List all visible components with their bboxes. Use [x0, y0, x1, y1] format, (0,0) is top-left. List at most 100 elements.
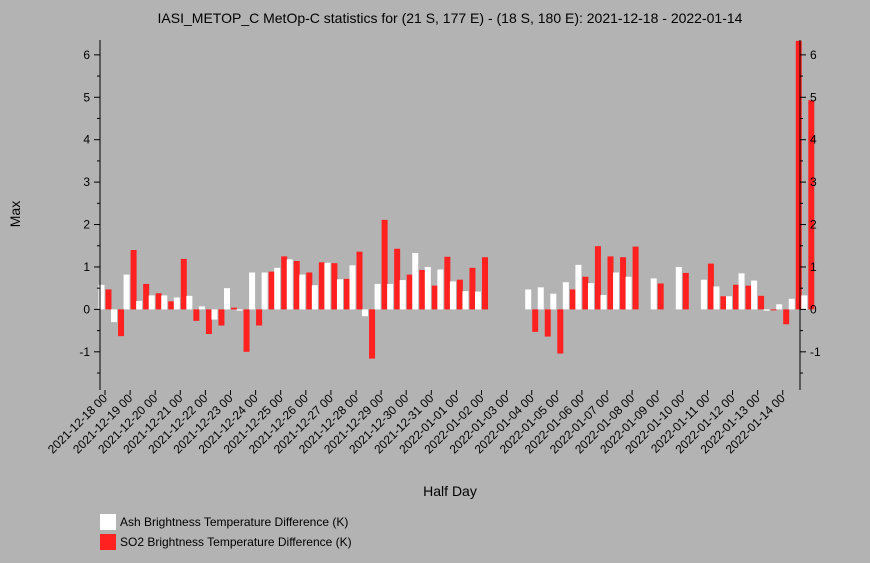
- so2-bar: [532, 309, 539, 332]
- legend-item-ash: Ash Brightness Temperature Difference (K…: [100, 512, 352, 532]
- ash-bar: [763, 309, 770, 311]
- bars-group: [98, 40, 815, 359]
- ash-bar: [700, 279, 707, 310]
- so2-bar: [180, 258, 187, 310]
- ash-bar: [274, 267, 281, 310]
- ash-bar: [738, 273, 745, 310]
- legend-label-so2: SO2 Brightness Temperature Difference (K…: [120, 535, 352, 549]
- ash-bar: [399, 280, 406, 310]
- y-tick-label-right: -1: [810, 345, 821, 359]
- ash-bar: [299, 274, 306, 310]
- y-tick-label: -1: [79, 345, 90, 359]
- so2-bar: [218, 309, 225, 326]
- so2-bar: [607, 256, 614, 310]
- so2-bar: [394, 248, 401, 310]
- y-tick-label-right: 5: [810, 90, 817, 104]
- legend-swatch-ash: [100, 514, 116, 530]
- y-tick-label-right: 3: [810, 175, 817, 189]
- ash-bar: [198, 306, 205, 310]
- ash-bar: [562, 282, 569, 310]
- ash-bar: [261, 272, 268, 310]
- ash-bar: [525, 289, 532, 310]
- y-tick-label: 3: [83, 175, 90, 189]
- so2-bar: [231, 307, 237, 310]
- legend: Ash Brightness Temperature Difference (K…: [100, 512, 352, 552]
- ash-bar: [776, 304, 783, 310]
- ash-bar: [98, 284, 105, 310]
- ash-bar: [374, 283, 381, 310]
- y-tick-label-right: 0: [810, 302, 817, 316]
- ash-bar: [224, 288, 230, 310]
- ash-bar: [587, 283, 594, 310]
- ash-bar: [161, 295, 168, 310]
- legend-item-so2: SO2 Brightness Temperature Difference (K…: [100, 532, 352, 552]
- ash-bar: [600, 294, 607, 310]
- ash-bar: [475, 291, 481, 310]
- y-tick-label: 0: [83, 302, 90, 316]
- so2-bar: [733, 284, 739, 310]
- ash-bar: [211, 309, 218, 320]
- so2-bar: [406, 274, 413, 310]
- ash-bar: [449, 281, 456, 310]
- so2-bar: [707, 263, 714, 310]
- so2-bar: [544, 309, 551, 337]
- ash-bar: [286, 259, 293, 310]
- ash-bar: [236, 309, 243, 311]
- so2-bar: [620, 257, 627, 310]
- ash-bar: [675, 266, 682, 310]
- ash-bar: [625, 276, 632, 310]
- so2-bar: [369, 309, 376, 359]
- y-tick-label: 4: [83, 133, 90, 147]
- y-tick-label-right: 1: [810, 260, 817, 274]
- so2-bar: [256, 309, 263, 326]
- y-tick-label-right: 4: [810, 133, 817, 147]
- ash-bar: [173, 297, 180, 310]
- so2-bar: [469, 267, 476, 310]
- ash-bar: [349, 265, 356, 310]
- ash-bar: [136, 300, 143, 310]
- so2-bar: [293, 261, 300, 310]
- ash-bar: [713, 286, 720, 310]
- so2-bar: [582, 276, 589, 310]
- y-axis-label: Max: [7, 201, 23, 227]
- so2-bar: [419, 269, 426, 310]
- ash-bar: [387, 283, 394, 310]
- ash-bar: [788, 298, 795, 310]
- so2-bar: [682, 272, 689, 310]
- ash-bar: [336, 279, 343, 310]
- ash-bar: [148, 295, 155, 310]
- ash-bar: [437, 269, 444, 310]
- so2-bar: [356, 251, 363, 310]
- so2-bar: [431, 285, 438, 310]
- ash-bar: [311, 285, 318, 310]
- so2-bar: [105, 289, 112, 310]
- ash-bar: [324, 262, 331, 310]
- so2-bar: [569, 289, 576, 310]
- y-tick-label: 2: [83, 218, 90, 232]
- ash-bar: [462, 291, 469, 310]
- ash-bar: [537, 287, 544, 310]
- so2-bar: [456, 279, 463, 310]
- so2-bar: [594, 246, 601, 310]
- ash-bar: [249, 272, 256, 310]
- so2-bar: [482, 257, 488, 310]
- ash-bar: [412, 252, 419, 310]
- so2-bar: [783, 309, 790, 325]
- so2-bar: [143, 283, 150, 310]
- so2-bar: [720, 296, 727, 310]
- so2-bar: [193, 309, 200, 321]
- so2-bar: [155, 293, 162, 310]
- so2-bar: [381, 219, 388, 310]
- ash-bar: [424, 266, 431, 310]
- so2-bar: [343, 278, 350, 310]
- ash-bar: [550, 293, 557, 310]
- so2-bar: [318, 262, 325, 310]
- so2-bar: [243, 309, 250, 352]
- ash-bar: [801, 295, 808, 310]
- y-tick-label: 5: [83, 90, 90, 104]
- so2-bar: [632, 246, 639, 310]
- so2-bar: [306, 272, 313, 310]
- ash-bar: [123, 274, 130, 310]
